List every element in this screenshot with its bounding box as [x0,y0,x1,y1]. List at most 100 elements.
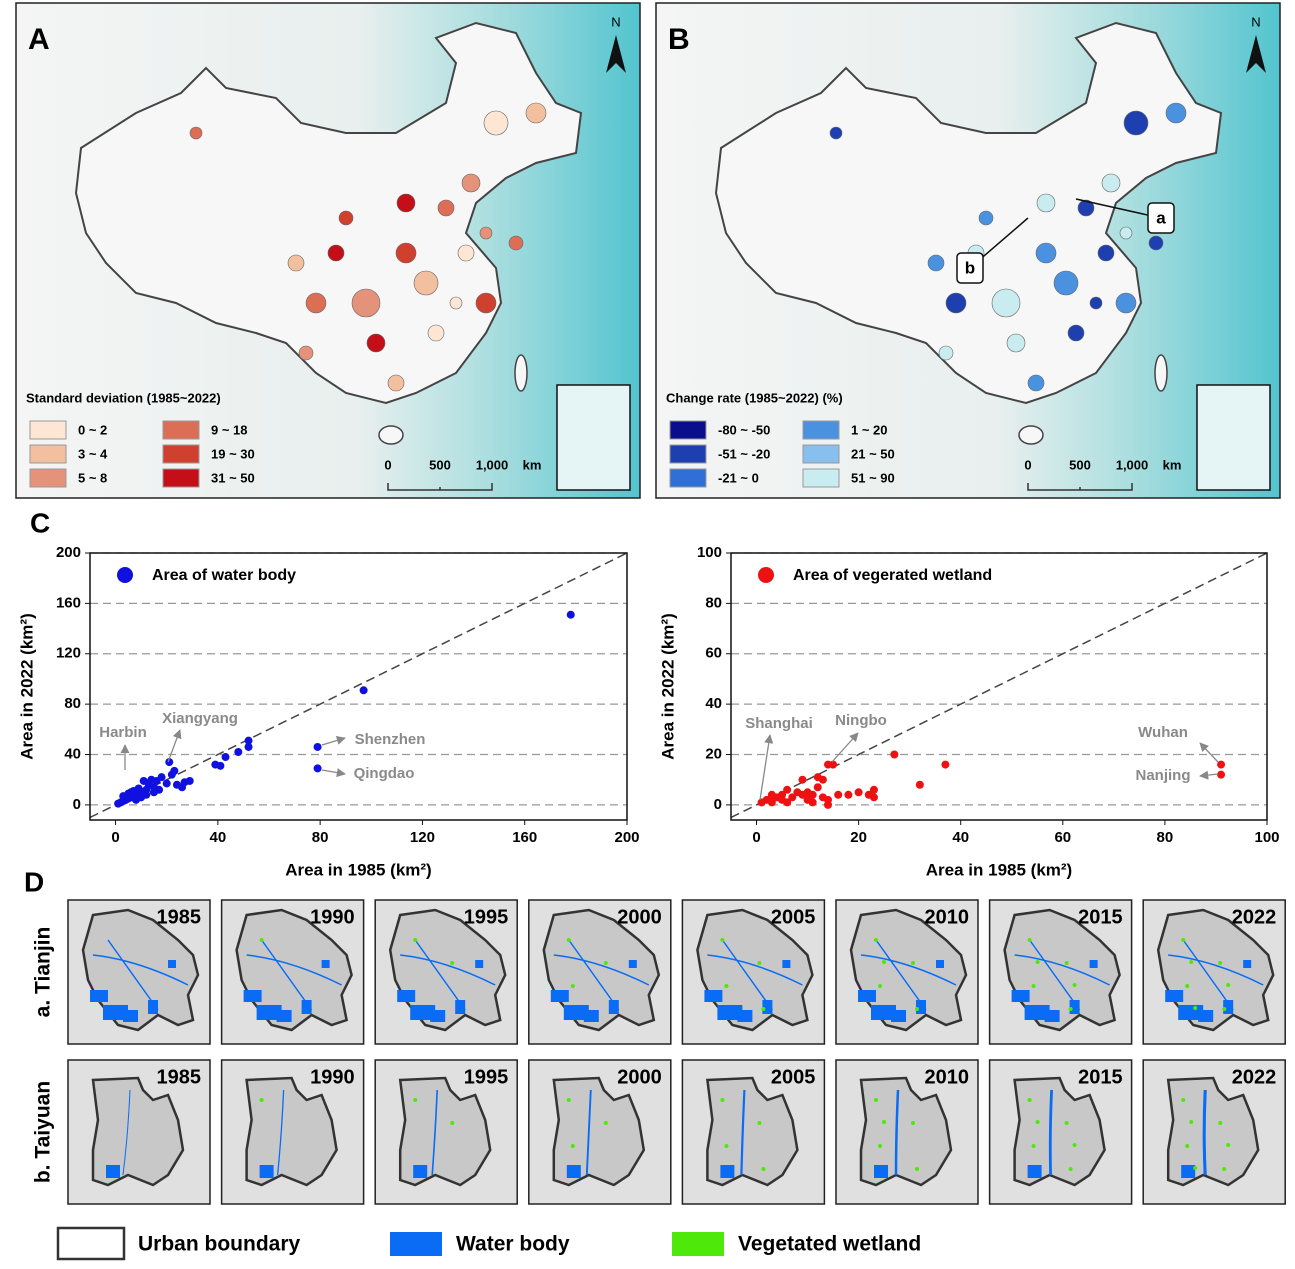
legend-label: -80 ~ -50 [718,422,770,437]
y-tick-label: 80 [64,695,81,712]
wetland-patch [413,938,418,942]
y-tick-label: 80 [705,594,722,611]
annotation-arrow [1199,770,1219,780]
x-tick-label: 40 [952,829,969,846]
data-point [124,794,133,803]
data-point [941,760,950,769]
data-point [890,750,899,759]
city-region [978,210,994,226]
legend-swatch [162,444,200,464]
city-region [427,324,445,342]
scale-label: 1,000 [476,457,509,472]
city-region [395,242,417,264]
data-point [244,736,253,745]
data-point [854,788,863,797]
water-patch [1027,1165,1042,1178]
scale-label: 500 [1069,457,1091,472]
data-point [788,793,797,802]
water-patch [301,1000,312,1014]
data-point [783,798,792,807]
water-patch [168,960,176,968]
water-patch [891,1010,906,1022]
water-patch [276,1010,292,1022]
wetland-patch [1031,1144,1036,1148]
north-arrow-label: N [611,14,620,29]
city-region [437,199,455,217]
city-region [189,126,203,140]
year-label: 2010 [925,906,970,928]
callout-box [956,252,984,284]
data-point [1217,760,1226,769]
city-region [1101,173,1121,193]
urban-boundary [91,1076,185,1187]
wetland-patch [1218,1121,1223,1125]
wetland-patch [1222,1007,1227,1011]
plot-frame [730,552,1268,821]
map-tile: 2000 [528,899,672,1045]
wetland-patch [761,1167,766,1171]
wetland-patch [882,1120,886,1124]
legend-swatch [669,444,707,464]
water-patch [936,960,944,968]
y-axis-title: Area in 2022 (km²) [658,613,677,759]
wetland-patch [1068,1167,1073,1171]
data-point [162,779,171,788]
wetland-patch [570,984,575,988]
wetland-patch [882,960,886,964]
wetland-patch [450,1121,455,1125]
year-label: 1985 [157,906,202,928]
year-label: 1990 [310,906,355,928]
north-arrow [606,35,626,73]
legend-label: Area of water body [152,567,296,584]
river [860,939,957,1011]
wetland-patch [413,1098,418,1102]
urban-boundary [552,1076,646,1187]
legend-swatch [669,420,707,440]
data-point [165,758,174,767]
wetland-patch [1226,983,1231,987]
map-tile: 1995 [374,1059,518,1205]
map-tile: 1990 [220,899,365,1045]
year-label: 2000 [617,906,662,928]
river [1014,939,1110,1011]
legend-label: Water body [456,1233,570,1256]
data-point [142,790,151,799]
wetland-patch [720,1098,725,1102]
data-point [869,785,878,794]
annotation: Shenzhen [355,731,426,748]
water-patch [566,1165,581,1178]
row-label: b. Taiyuan [32,1081,55,1183]
city-region [1067,324,1085,342]
annotation-arrow [1199,742,1219,763]
data-point [767,798,776,807]
water-patch [148,1000,158,1014]
city-region [338,210,354,226]
wetland-patch [1072,983,1077,987]
legend-label: 51 ~ 90 [851,470,895,485]
annotation: Shanghai [745,715,813,732]
legend-label: -21 ~ 0 [718,470,759,485]
one-to-one-line [90,553,627,819]
wetland-patch [761,1007,766,1011]
data-point [221,753,230,762]
annotation: Ningbo [835,712,887,729]
legend-marker [758,567,774,583]
year-label: 2005 [771,906,816,928]
urban-boundary [705,1076,799,1187]
x-tick-label: 80 [1157,829,1174,846]
wetland-patch [570,1144,575,1148]
wetland-patch [757,961,762,965]
water-patch [874,1165,888,1178]
water-patch [628,960,637,968]
water-patch [717,1005,743,1020]
city-region [1035,242,1057,264]
x-tick-label: 40 [210,829,227,846]
legend-label: Area of vegerated wetland [793,567,992,584]
water-patch [1069,1000,1080,1014]
wetland-patch [720,938,725,942]
city-region [449,296,463,310]
y-tick-label: 200 [56,544,81,561]
urban-boundary [398,1076,492,1187]
water-patch [256,1005,282,1020]
x-tick-label: 200 [614,829,639,846]
